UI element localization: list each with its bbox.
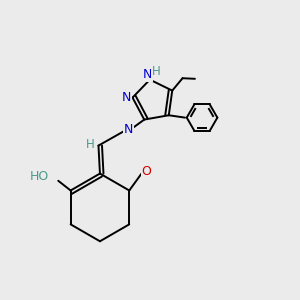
Text: HO: HO <box>30 170 49 183</box>
Text: N: N <box>143 68 152 81</box>
Text: N: N <box>124 123 134 136</box>
Text: O: O <box>142 165 152 178</box>
Text: H: H <box>152 65 161 78</box>
Text: H: H <box>86 138 94 151</box>
Text: N: N <box>122 91 131 104</box>
